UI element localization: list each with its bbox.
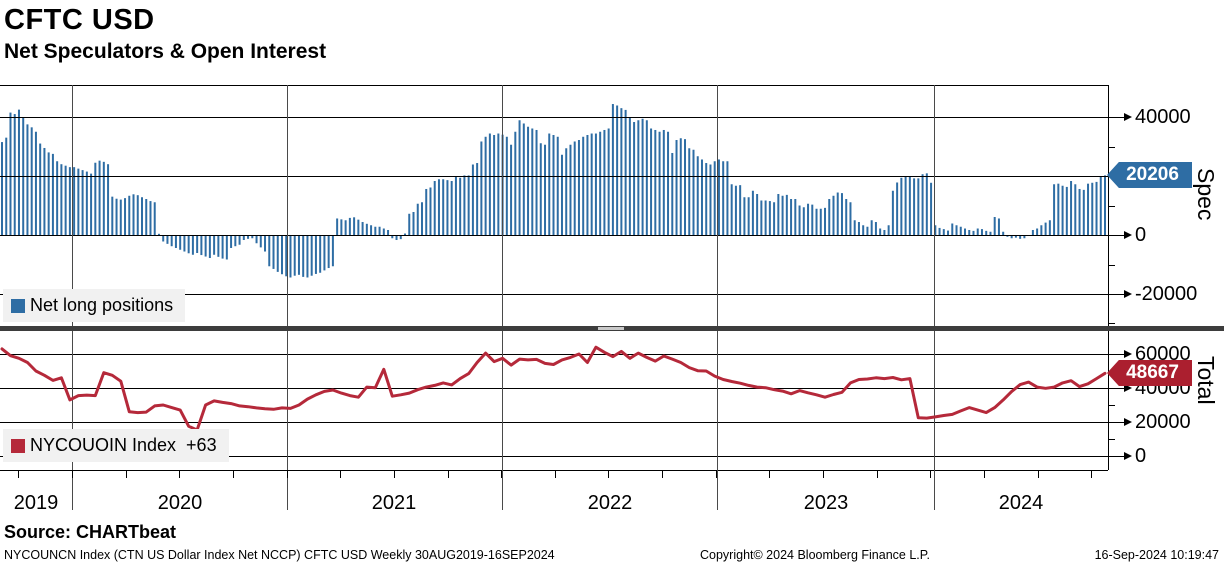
year-label-2023: 2023: [803, 492, 849, 514]
footer-copyright: Copyright© 2024 Bloomberg Finance L.P.: [700, 548, 930, 562]
tick-arrow-icon: [1124, 418, 1132, 426]
tick-line: [1108, 354, 1125, 355]
tick-label: 60000: [1135, 343, 1191, 365]
total-axis-title: Total: [1193, 356, 1219, 405]
total-last-value-tag: 48667: [1107, 360, 1192, 386]
tick-line: [1108, 294, 1125, 295]
tick-line: [1108, 117, 1125, 118]
tick-label: 0: [1135, 224, 1147, 246]
chart-top-frame: [0, 85, 1108, 86]
source-label: Source: CHARTbeat: [4, 522, 177, 542]
chart-subtitle: Net Speculators & Open Interest: [4, 40, 327, 63]
footer-security-info: NYCOUNCN Index (CTN US Dollar Index Net …: [4, 548, 555, 562]
total-legend-label: NYCOUOIN Index +63: [30, 435, 217, 455]
tick-arrow-icon: [1124, 384, 1132, 392]
tick-line: [1108, 235, 1125, 236]
year-label-2022: 2022: [587, 492, 633, 514]
total-legend[interactable]: NYCOUOIN Index +63: [3, 429, 229, 462]
spec-legend[interactable]: Net long positions: [3, 289, 186, 322]
panel-divider-grip[interactable]: [598, 327, 624, 330]
year-label-2020: 2020: [157, 492, 203, 514]
tick-label: -20000: [1135, 283, 1198, 305]
tick-label: 20000: [1135, 411, 1191, 433]
line-series-swatch-icon: [11, 438, 25, 453]
tick-arrow-icon: [1124, 290, 1132, 298]
title-block: CFTC USD Net Speculators & Open Interest: [4, 0, 326, 64]
spec-legend-label: Net long positions: [30, 295, 174, 315]
right-axis-line: [1108, 85, 1109, 470]
footer-timestamp: 16-Sep-2024 10:19:47: [1094, 548, 1219, 562]
year-label-2021: 2021: [371, 492, 417, 514]
bar-series-swatch-icon: [11, 298, 25, 313]
tick-label: 40000: [1135, 106, 1191, 128]
tick-arrow-icon: [1124, 350, 1132, 358]
chart-title: CFTC USD: [4, 4, 155, 36]
tick-arrow-icon: [1124, 231, 1132, 239]
x-axis-line: [0, 470, 1108, 471]
spec-axis-title: Spec: [1193, 168, 1219, 221]
tick-arrow-icon: [1124, 113, 1132, 121]
year-label-2019: 2019: [13, 492, 59, 514]
tick-line: [1108, 388, 1125, 389]
tick-line: [1108, 456, 1125, 457]
tick-line: [1108, 422, 1125, 423]
tick-label: 0: [1135, 445, 1147, 467]
year-label-2024: 2024: [998, 492, 1044, 514]
spec-last-value-tag: 20206: [1107, 162, 1192, 188]
tick-arrow-icon: [1124, 452, 1132, 460]
